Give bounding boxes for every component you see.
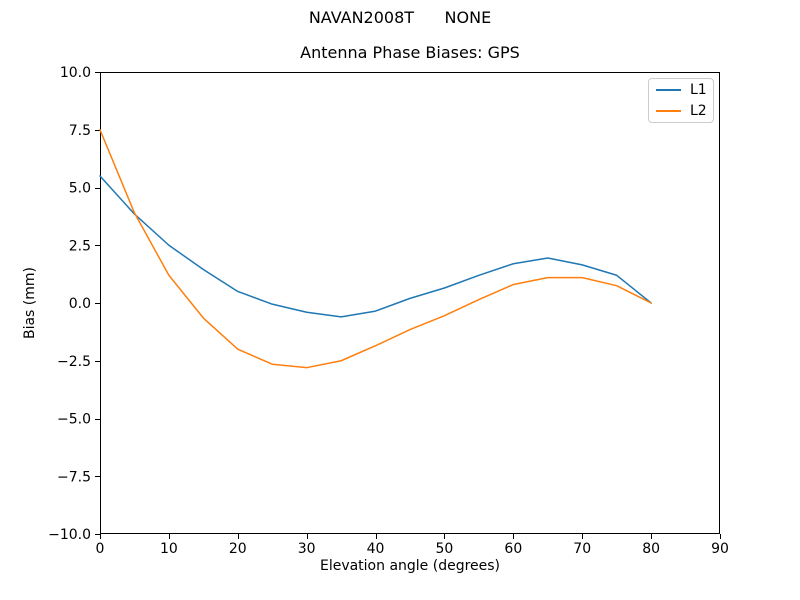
x-tick-label: 60 <box>504 541 522 557</box>
y-tick-label: 7.5 <box>69 123 91 139</box>
x-tick-label: 80 <box>642 541 660 557</box>
x-tick-label: 30 <box>298 541 316 557</box>
x-tick-label: 40 <box>367 541 385 557</box>
axes-frame <box>100 72 720 534</box>
y-tick-label: −7.5 <box>57 469 91 485</box>
y-tick-label: 2.5 <box>69 238 91 254</box>
legend: L1 L2 <box>648 78 714 123</box>
x-tick-label: 90 <box>711 541 729 557</box>
legend-line-l2-icon <box>656 110 681 112</box>
x-axis-label: Elevation angle (degrees) <box>319 558 501 574</box>
y-tick-label: 5.0 <box>69 181 91 197</box>
y-axis-label: Bias (mm) <box>22 266 38 340</box>
y-tick-label: −5.0 <box>57 412 91 428</box>
x-tick-label: 0 <box>96 541 105 557</box>
series-line-l1 <box>99 175 652 318</box>
y-tick-label: −10.0 <box>48 527 91 543</box>
series-line-l2 <box>99 129 652 369</box>
y-tick-label: −2.5 <box>57 354 91 370</box>
legend-item-l1: L1 <box>656 82 707 98</box>
chart-title: Antenna Phase Biases: GPS <box>300 43 520 62</box>
figure-suptitle: NAVAN2008T NONE <box>308 8 492 27</box>
legend-item-l2: L2 <box>656 103 707 119</box>
legend-line-l1-icon <box>656 89 681 91</box>
x-tick-label: 50 <box>436 541 454 557</box>
y-tick-label: 0.0 <box>69 296 91 312</box>
x-tick-label: 70 <box>573 541 591 557</box>
legend-label-l1: L1 <box>690 82 707 98</box>
y-tick-label: 10.0 <box>60 65 91 81</box>
legend-label-l2: L2 <box>690 103 707 119</box>
x-tick-label: 10 <box>160 541 178 557</box>
x-tick-label: 20 <box>229 541 247 557</box>
